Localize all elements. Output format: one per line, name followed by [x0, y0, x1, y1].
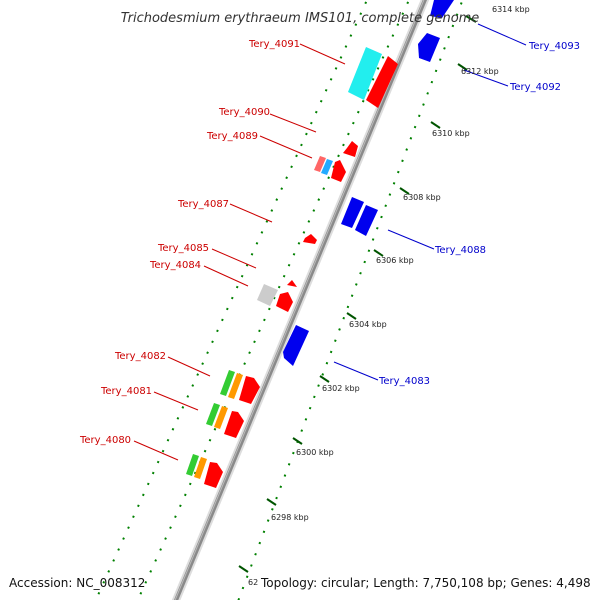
reverse-genes	[283, 0, 454, 366]
label-tery-4092[interactable]: Tery_4092	[509, 82, 561, 93]
tick-label: 6300 kbp	[296, 448, 334, 457]
callout-lines	[133, 23, 527, 461]
tick-label: 6310 kbp	[432, 129, 470, 138]
gene-tery-4089-red[interactable]	[331, 160, 346, 182]
gene-tery-4088-b[interactable]	[355, 205, 378, 236]
tick-label: 6302 kbp	[322, 384, 360, 393]
gene-tery-4089-pink[interactable]	[314, 156, 326, 172]
label-tery-4084[interactable]: Tery_4084	[149, 260, 201, 271]
gene-tery-4084-red[interactable]	[276, 292, 293, 312]
gene-tery-4085[interactable]	[287, 280, 297, 287]
dotted-track-inner-left	[94, 0, 369, 600]
gene-tery-4093[interactable]	[430, 0, 454, 18]
gene-tery-4092[interactable]	[418, 33, 440, 62]
ruler-ticks	[238, 15, 477, 573]
label-tery-4089[interactable]: Tery_4089	[206, 131, 258, 142]
label-tery-4090[interactable]: Tery_4090	[218, 107, 270, 118]
label-tery-4081[interactable]: Tery_4081	[100, 386, 152, 397]
ruler-labels: 6314 kbp 6312 kbp 6310 kbp 6308 kbp 6306…	[271, 5, 530, 522]
tick-label: 6306 kbp	[376, 256, 414, 265]
tick-label: 6308 kbp	[403, 193, 441, 202]
tick-label: 6314 kbp	[492, 5, 530, 14]
gene-tery-4087[interactable]	[303, 234, 317, 244]
forward-genes	[186, 47, 398, 488]
label-tery-4085[interactable]: Tery_4085	[157, 243, 209, 254]
tick-label: 6304 kbp	[349, 320, 387, 329]
label-tery-4093[interactable]: Tery_4093	[528, 41, 580, 52]
footer: Accession: NC_008312 62 Topology: circul…	[9, 576, 591, 590]
accession-text: Accession: NC_008312	[9, 576, 145, 590]
label-tery-4082[interactable]: Tery_4082	[114, 351, 166, 362]
gene-tery-4089-blue[interactable]	[321, 159, 333, 175]
gene-tery-4082-orange[interactable]	[228, 373, 243, 399]
gene-tery-4080-red[interactable]	[204, 462, 223, 488]
partial-tick-label: 62	[248, 578, 258, 587]
tick-label: 6298 kbp	[271, 513, 309, 522]
tick-label: 6312 kbp	[461, 67, 499, 76]
genome-backbone	[171, 0, 430, 600]
label-tery-4080[interactable]: Tery_4080	[79, 435, 131, 446]
gene-tery-4088-a[interactable]	[341, 197, 364, 228]
gene-tery-4091-cyan[interactable]	[348, 47, 382, 100]
label-tery-4083[interactable]: Tery_4083	[378, 376, 430, 387]
label-tery-4091[interactable]: Tery_4091	[248, 39, 300, 50]
genome-title: Trichodesmium erythraeum IMS101, complet…	[121, 11, 480, 26]
gene-tery-4081-orange[interactable]	[214, 406, 228, 429]
label-tery-4087[interactable]: Tery_4087	[177, 199, 229, 210]
label-tery-4088[interactable]: Tery_4088	[434, 245, 486, 256]
gene-tery-4081-green[interactable]	[206, 403, 220, 426]
gene-tery-4083[interactable]	[283, 325, 309, 366]
gene-tery-4082-green[interactable]	[220, 370, 235, 396]
gene-tery-4082-red[interactable]	[239, 376, 260, 404]
gene-label-group: Tery_4091 Tery_4090 Tery_4089 Tery_4087 …	[79, 39, 580, 446]
topology-text: Topology: circular; Length: 7,750,108 bp…	[260, 576, 591, 590]
gene-tery-4084-gray[interactable]	[257, 284, 278, 306]
gene-tery-4090[interactable]	[343, 141, 358, 157]
gene-tery-4080-orange[interactable]	[194, 457, 207, 479]
gene-tery-4081-red[interactable]	[224, 411, 244, 438]
gene-tery-4091-red[interactable]	[366, 56, 398, 108]
gene-tery-4080-green[interactable]	[186, 454, 199, 476]
